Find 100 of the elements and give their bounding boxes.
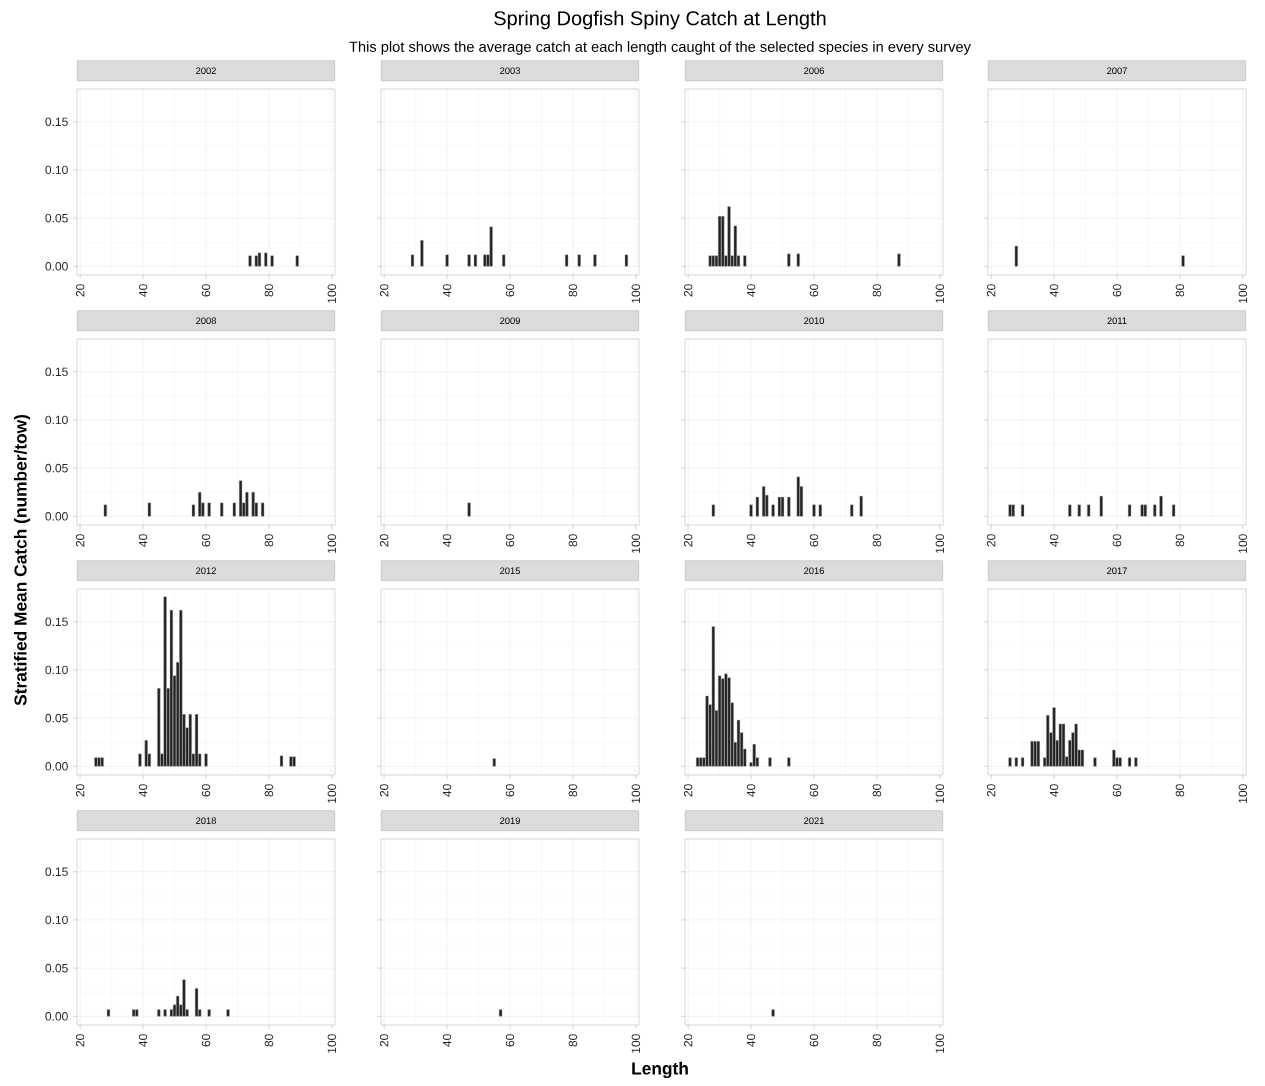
x-tick-label: 20 (75, 784, 85, 797)
x-tick-label: 60 (809, 284, 819, 297)
chart-title: 2016 (804, 567, 824, 575)
x-tick-label: 80 (264, 284, 274, 297)
x-tick-label: 40 (138, 534, 148, 547)
y-tick-label: 0.05 (45, 463, 68, 473)
x-tick-label: 20 (379, 784, 389, 797)
x-tick-label: 60 (201, 284, 211, 297)
y-tick-label: 0.15 (45, 367, 68, 377)
bar (176, 995, 180, 1017)
x-tick-label: 20 (683, 1034, 693, 1047)
x-tick-label: 20 (379, 284, 389, 297)
x-tick-label: 100 (327, 1034, 337, 1053)
bar (106, 1009, 111, 1017)
x-tick-label: 80 (1175, 784, 1185, 797)
bar (1074, 723, 1078, 767)
bar (163, 596, 167, 767)
bar (859, 495, 863, 517)
chart-title: 2012 (196, 567, 216, 575)
x-tick-label: 100 (1238, 784, 1248, 803)
x-tick-label: 80 (1175, 534, 1185, 547)
y-tick-label: 0.00 (45, 1012, 68, 1021)
bar (144, 740, 148, 767)
x-tick-label: 40 (746, 784, 756, 797)
bar (147, 502, 151, 517)
text: This plot shows the average catch at each length caught of the selected species in every survey (349, 41, 971, 55)
bar (727, 677, 731, 767)
x-tick-label: 100 (631, 534, 641, 553)
bar (717, 216, 722, 267)
x-tick-label: 40 (442, 534, 452, 547)
y-tick-label: 0.10 (45, 165, 68, 175)
y-tick-label: 0.10 (45, 415, 68, 425)
bar (743, 255, 747, 267)
chart-title: 2021 (804, 817, 824, 825)
x-tick-label: 20 (986, 784, 996, 797)
y-tick-label: 0.15 (45, 617, 68, 627)
y-tick-label: 0.00 (45, 262, 68, 271)
x-tick-label: 60 (201, 534, 211, 547)
bar (736, 719, 741, 767)
x-tick-label: 100 (631, 784, 641, 803)
bar (157, 1009, 161, 1017)
x-tick-label: 80 (872, 534, 882, 547)
x-tick-label: 80 (264, 1034, 274, 1047)
bar (245, 492, 249, 517)
bar (780, 496, 785, 517)
x-tick-label: 80 (568, 534, 578, 547)
bar (708, 255, 712, 267)
x-tick-label: 80 (264, 534, 274, 547)
x-tick-label: 60 (1112, 534, 1122, 547)
x-tick-label: 100 (327, 784, 337, 803)
chart-title: 2019 (500, 817, 520, 825)
x-tick-label: 80 (872, 284, 882, 297)
bar (238, 480, 243, 517)
x-tick-label: 40 (138, 1034, 148, 1047)
x-tick-label: 100 (631, 284, 641, 303)
bar (1046, 715, 1050, 767)
bar (204, 753, 208, 767)
bar (188, 714, 192, 767)
x-tick-label: 20 (683, 534, 693, 547)
x-tick-label: 40 (138, 784, 148, 797)
x-tick-label: 60 (1112, 284, 1122, 297)
bar (226, 1009, 230, 1017)
bar (1036, 741, 1040, 767)
x-tick-label: 40 (1049, 534, 1059, 547)
bar (207, 502, 211, 517)
bar (699, 757, 703, 767)
x-tick-label: 20 (379, 1034, 389, 1047)
bar (752, 743, 756, 767)
bar (100, 757, 104, 767)
y-tick-label: 0.05 (45, 713, 68, 723)
y-tick-label: 0.15 (45, 117, 68, 127)
x-tick-label: 40 (442, 284, 452, 297)
x-tick-label: 60 (505, 284, 515, 297)
bar (194, 714, 199, 767)
x-tick-label: 80 (568, 1034, 578, 1047)
bar (897, 253, 901, 267)
x-tick-label: 60 (505, 1034, 515, 1047)
bar (1030, 741, 1034, 767)
bar (1118, 757, 1122, 767)
x-tick-label: 20 (75, 1034, 85, 1047)
x-tick-label: 80 (872, 784, 882, 797)
bar (97, 757, 101, 767)
bar (818, 504, 822, 517)
chart-title: 2011 (1107, 317, 1127, 325)
bar (157, 688, 161, 767)
y-tick-label: 0.10 (45, 665, 68, 675)
x-tick-label: 60 (505, 784, 515, 797)
x-tick-label: 20 (683, 784, 693, 797)
chart-title: 2006 (804, 67, 824, 75)
x-tick-label: 80 (568, 284, 578, 297)
bar (1134, 757, 1138, 767)
bar (717, 675, 722, 767)
x-tick-label: 40 (1049, 784, 1059, 797)
bar (169, 609, 174, 767)
chart-title: 2010 (804, 317, 825, 325)
bar (138, 753, 142, 767)
x-tick-label: 20 (986, 534, 996, 547)
chart-title: 2007 (1107, 67, 1127, 75)
x-tick-label: 40 (746, 534, 756, 547)
x-tick-label: 40 (442, 784, 452, 797)
